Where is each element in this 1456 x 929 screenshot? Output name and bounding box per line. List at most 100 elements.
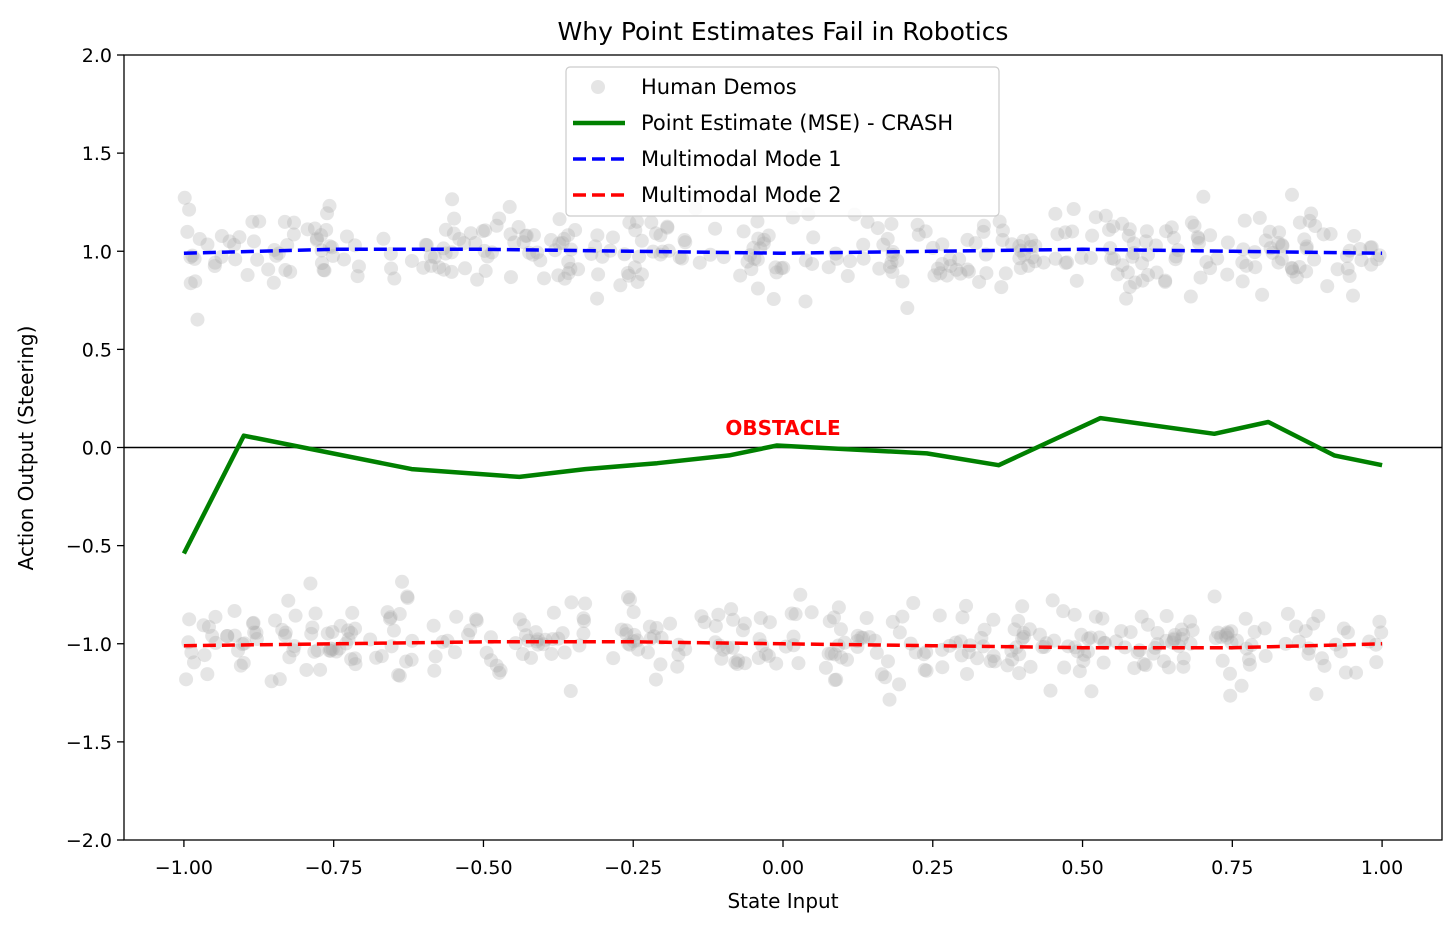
scatter-point <box>1139 224 1154 239</box>
scatter-point <box>208 609 223 624</box>
scatter-point <box>1110 267 1125 282</box>
scatter-point <box>1258 233 1273 248</box>
scatter-point <box>1048 206 1063 221</box>
x-tick-label: −0.25 <box>604 857 662 879</box>
scatter-point <box>878 670 893 685</box>
x-tick-label: 0.25 <box>912 857 954 879</box>
scatter-point <box>644 215 659 230</box>
scatter-point <box>1220 267 1235 282</box>
scatter-point <box>325 624 340 639</box>
series-line-3 <box>183 640 1383 650</box>
scatter-point <box>1308 219 1323 234</box>
scatter-point <box>737 616 752 631</box>
scatter-point <box>1271 236 1286 251</box>
scatter-point <box>319 222 334 237</box>
scatter-point <box>591 267 606 282</box>
scatter-point <box>1069 273 1084 288</box>
scatter-point <box>634 233 649 248</box>
scatter-point <box>1106 251 1121 266</box>
scatter-point <box>735 623 750 638</box>
scatter-point <box>1012 251 1027 266</box>
scatter-point <box>470 272 485 287</box>
scatter-point <box>959 598 974 613</box>
scatter-point <box>180 224 195 239</box>
scatter-point <box>1043 683 1058 698</box>
scatter-point <box>1012 666 1027 681</box>
scatter-point <box>1342 269 1357 284</box>
scatter-point <box>538 632 553 647</box>
scatter-point <box>986 612 1001 627</box>
scatter-point <box>568 223 583 238</box>
scatter-point <box>769 265 784 280</box>
scatter-point <box>576 611 591 626</box>
scatter-point <box>766 292 781 307</box>
scatter-point <box>1241 652 1256 667</box>
scatter-point <box>313 662 328 677</box>
scatter-point <box>621 268 636 283</box>
scatter-point <box>483 653 498 668</box>
x-tick-label: 0.50 <box>1061 857 1103 879</box>
scatter-point <box>1016 629 1031 644</box>
scatter-point <box>374 649 389 664</box>
scatter-point <box>322 643 337 658</box>
scatter-point <box>1289 270 1304 285</box>
scatter-point <box>317 263 332 278</box>
scatter-point <box>872 261 887 276</box>
scatter-point <box>1299 264 1314 279</box>
scatter-point <box>1000 658 1015 673</box>
scatter-point <box>1340 625 1355 640</box>
scatter-point <box>1235 255 1250 270</box>
scatter-point <box>856 630 871 645</box>
scatter-point <box>960 666 975 681</box>
legend-label: Point Estimate (MSE) - CRASH <box>641 111 953 135</box>
scatter-point <box>1047 633 1062 648</box>
scatter-point <box>503 270 518 285</box>
scatter-point <box>1187 218 1202 233</box>
scatter-point <box>299 662 314 677</box>
scatter-point <box>1229 633 1244 648</box>
scatter-point <box>446 226 461 241</box>
scatter-point <box>1320 279 1335 294</box>
scatter-point <box>918 224 933 239</box>
scatter-point <box>750 281 765 296</box>
scatter-point <box>724 602 739 617</box>
scatter-point <box>438 222 453 237</box>
scatter-point <box>935 256 950 271</box>
scatter-point <box>1127 661 1142 676</box>
scatter-point <box>561 228 576 243</box>
scatter-point <box>1280 606 1295 621</box>
scatter-point <box>1168 249 1183 264</box>
scatter-point <box>228 252 243 267</box>
scatter-point <box>1364 257 1379 272</box>
scatter-point <box>1364 240 1379 255</box>
x-tick-label: 0.75 <box>1211 857 1253 879</box>
scatter-point <box>628 223 643 238</box>
scatter-point <box>646 629 661 644</box>
scatter-point <box>1278 636 1293 651</box>
scatter-point <box>640 645 655 660</box>
scatter-point <box>320 626 335 641</box>
scatter-point <box>305 620 320 635</box>
scatter-point <box>1242 657 1257 672</box>
scatter-point <box>983 654 998 669</box>
scatter-point <box>1115 216 1130 231</box>
scatter-point <box>309 232 324 247</box>
scatter-point <box>1299 239 1314 254</box>
y-tick-label: 1.0 <box>82 241 112 263</box>
scatter-point <box>1174 622 1189 637</box>
scatter-point <box>515 647 530 662</box>
scatter-point <box>286 643 301 658</box>
scatter-point <box>1176 627 1191 642</box>
scatter-point <box>1307 252 1322 267</box>
scatter-point <box>405 633 420 648</box>
scatter-point <box>478 223 493 238</box>
scatter-point <box>672 250 687 265</box>
scatter-point <box>336 252 351 267</box>
scatter-point <box>1239 258 1254 273</box>
scatter-point <box>1274 251 1289 266</box>
scatter-point <box>400 589 415 604</box>
scatter-point <box>196 618 211 633</box>
scatter-point <box>910 217 925 232</box>
scatter-point <box>1150 625 1165 640</box>
scatter-point <box>622 592 637 607</box>
